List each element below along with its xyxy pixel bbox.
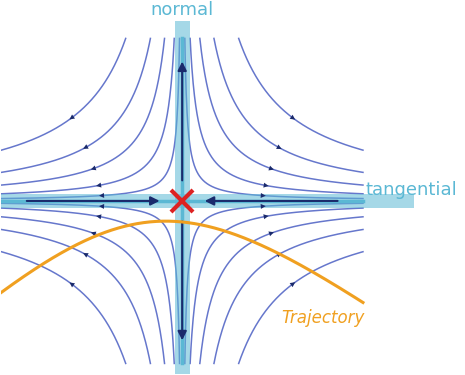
Bar: [175, 10, 190, 374]
Bar: [1, 194, 414, 207]
Text: tangential: tangential: [366, 181, 458, 199]
Text: normal: normal: [151, 1, 214, 19]
Text: Trajectory: Trajectory: [282, 309, 365, 327]
